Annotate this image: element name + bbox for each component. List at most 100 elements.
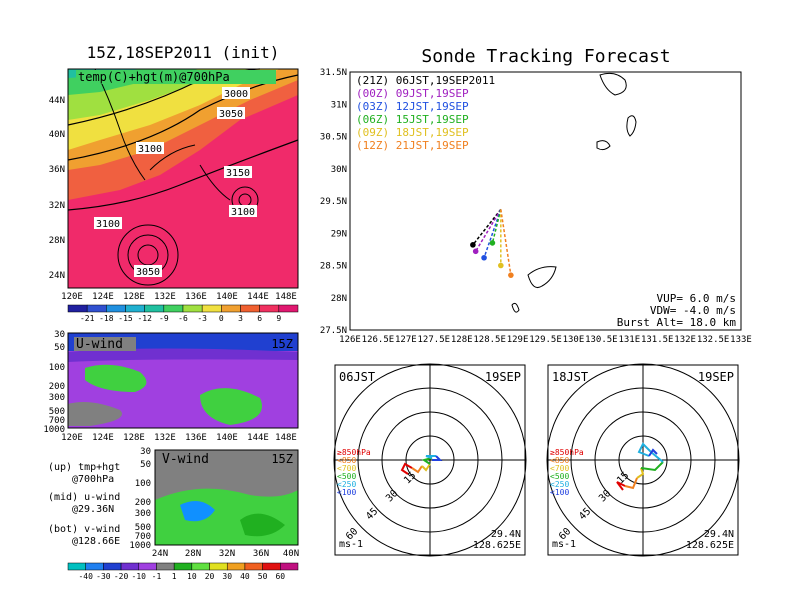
colorbar-label: -10 — [132, 572, 147, 581]
y-tick-label: 500 — [135, 523, 151, 533]
u-wind-field-band — [68, 348, 298, 362]
y-tick-label: 300 — [49, 393, 65, 403]
u-wind-y-ticks: 30 50 100 200 300 500 700 1000 — [43, 330, 65, 435]
colorbar-cell — [156, 562, 175, 571]
v-wind-panel: V-wind 15Z 30 50 100 200 300 500 700 100… — [129, 447, 299, 559]
landing-point — [472, 248, 479, 255]
u-label-bg — [74, 337, 136, 351]
contour-label: 3100 — [96, 219, 120, 230]
hodo-date: 19SEP — [485, 370, 521, 384]
hodo-trace — [640, 461, 664, 472]
legend-line: @700hPa — [72, 474, 114, 485]
y-tick-label: 32N — [49, 201, 65, 211]
contour-label: 3050 — [219, 109, 243, 120]
hodo-time: 18JST — [552, 370, 588, 384]
y-tick-label: 28N — [331, 294, 347, 304]
hodo-date: 19SEP — [698, 370, 734, 384]
x-tick-label: 127E — [395, 335, 417, 345]
left-top-title: 15Z,18SEP2011 (init) — [87, 43, 280, 62]
hodo-ring — [333, 363, 527, 557]
hodo-trace — [637, 442, 664, 463]
main-y-ticks: 31.5N 31N 30.5N 30N 29.5N 29N 28.5N 28N 27.5N — [320, 68, 347, 336]
x-tick-label: 131E — [618, 335, 640, 345]
x-tick-label: 120E — [61, 292, 83, 302]
colorbar-cell — [67, 304, 88, 313]
wind-colorbar: -40 -30 -20 -10 -1 1 10 20 30 40 50 60 — [67, 562, 299, 581]
track-line — [483, 209, 502, 259]
param-vup: VUP= 6.0 m/s — [657, 292, 736, 305]
level-legend: <500 — [550, 472, 569, 481]
y-tick-label: 29.5N — [320, 197, 347, 207]
colorbar-label: 6 — [257, 314, 262, 323]
level-legend: <100 — [550, 488, 569, 497]
u-wind-panel: U-wind 15Z 30 50 100 200 300 500 700 100… — [43, 330, 299, 443]
x-tick-label: 28N — [185, 549, 201, 559]
y-tick-label: 44N — [49, 96, 65, 106]
colorbar-cell — [280, 562, 299, 571]
main-plot: (21Z) 06JST,19SEP2011 (00Z) 09JST,19SEP … — [320, 68, 752, 345]
main-x-ticks: 126E 126.5E 127E 127.5E 128E 128.5E 129E 129.5E… — [339, 335, 752, 345]
colorbar-cell — [120, 562, 140, 571]
x-tick-label: 127.5E — [418, 335, 451, 345]
y-tick-label: 31.5N — [320, 68, 347, 78]
colorbar-cell — [262, 562, 281, 571]
colorbar-cell — [67, 562, 86, 571]
colorbar-label: -18 — [99, 314, 114, 323]
y-tick-label: 30.5N — [320, 133, 347, 143]
x-tick-label: 132.5E — [697, 335, 730, 345]
x-tick-label: 131.5E — [641, 335, 674, 345]
y-tick-label: 28.5N — [320, 262, 347, 272]
u-wind-frame — [67, 332, 299, 429]
hodo-trace — [616, 481, 626, 491]
launch-params: VUP= 6.0 m/s VDW= -4.0 m/s Burst Alt= 18… — [617, 292, 737, 329]
colorbar-cell — [191, 562, 210, 571]
hodo-trace — [400, 462, 413, 475]
x-tick-label: 126E — [339, 335, 361, 345]
legend-entry: (06Z) 15JST,19SEP — [356, 113, 469, 126]
hodo-trace — [411, 465, 423, 474]
island-outline — [626, 115, 637, 137]
colorbar-label: -1 — [152, 572, 162, 581]
y-tick-label: 29N — [331, 229, 347, 239]
temp-panel-label: temp(C)+hgt(m)@700hPa — [78, 70, 230, 84]
landing-point — [498, 262, 504, 269]
contour-label: 3000 — [224, 89, 248, 100]
v-wind-field-blue — [180, 501, 215, 522]
track-line — [475, 208, 502, 252]
v-wind-x-ticks: 24N 28N 32N 36N 40N — [152, 549, 299, 559]
colorbar-cell — [173, 562, 193, 571]
param-burst: Burst Alt= 18.0 km — [617, 316, 737, 329]
hodo-trace — [432, 455, 443, 461]
colorbar-label: -6 — [178, 314, 188, 323]
colorbar-cell — [182, 304, 203, 313]
v-label-bg — [160, 452, 222, 466]
param-vdw: VDW= -4.0 m/s — [650, 304, 736, 317]
y-tick-label: 100 — [135, 479, 151, 489]
y-tick-label: 200 — [49, 382, 65, 392]
y-tick-label: 1000 — [43, 425, 65, 435]
contour-label: 3100 — [138, 144, 162, 155]
x-tick-label: 128E — [451, 335, 473, 345]
contour-label: 3150 — [226, 168, 250, 179]
v-wind-label: V-wind — [162, 452, 209, 467]
x-tick-label: 140E — [216, 433, 238, 443]
x-tick-label: 130E — [563, 335, 585, 345]
y-tick-label: 300 — [135, 509, 151, 519]
y-tick-label: 28N — [49, 236, 65, 246]
x-tick-label: 129.5E — [529, 335, 562, 345]
legend-line: (up) tmp+hgt — [48, 462, 120, 473]
colorbar-cell — [259, 304, 280, 313]
landing-point — [489, 240, 496, 246]
colorbar-label: 50 — [258, 572, 268, 581]
y-tick-label: 24N — [49, 271, 65, 281]
temperature-map: temp(C)+hgt(m)@700hPa 3000 3050 3100 315… — [49, 68, 299, 302]
x-tick-label: 140E — [216, 292, 238, 302]
temp-map-x-ticks: 120E 124E 128E 132E 136E 140E 144E 148E — [61, 292, 297, 302]
y-tick-label: 200 — [135, 498, 151, 508]
y-tick-label: 700 — [49, 416, 65, 426]
x-tick-label: 148E — [275, 292, 297, 302]
colorbar-cell — [106, 304, 126, 313]
